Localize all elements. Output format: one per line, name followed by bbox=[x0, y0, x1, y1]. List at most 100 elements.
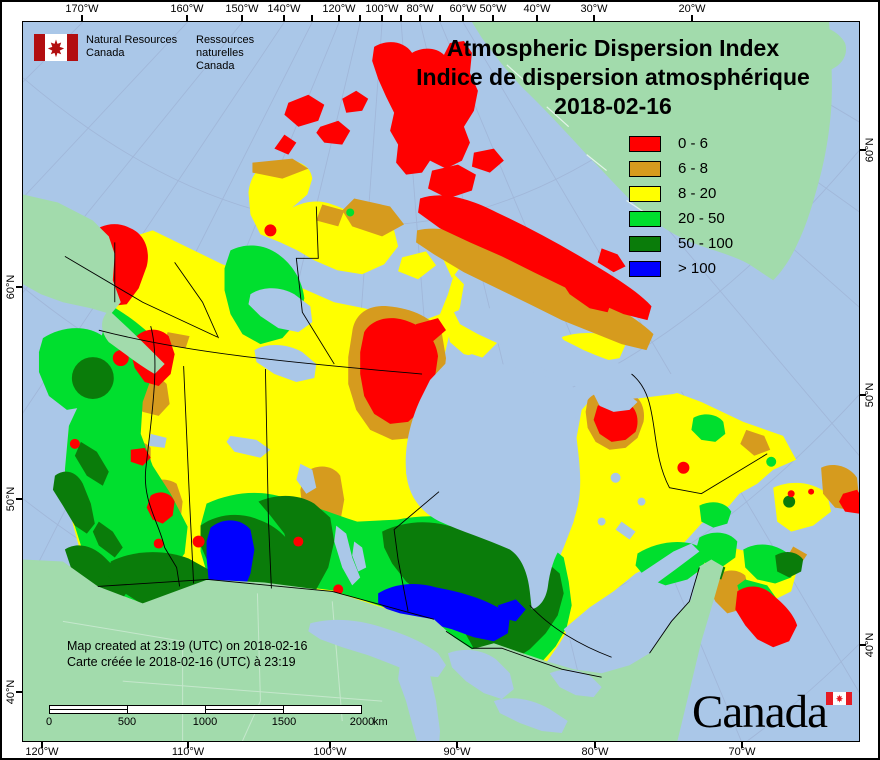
axis-tick-left bbox=[16, 498, 22, 500]
axis-tick-bottom bbox=[187, 742, 189, 748]
axis-label-bottom: 110°W bbox=[171, 746, 205, 758]
legend-item-2: 8 - 20 bbox=[629, 185, 733, 202]
great-bear-lake bbox=[248, 288, 313, 333]
legend-swatch bbox=[629, 185, 661, 202]
axis-tick-bottom bbox=[41, 742, 43, 748]
axis-label-top: 80°W bbox=[406, 3, 434, 15]
axis-tick-top bbox=[593, 15, 595, 21]
canada-adi-map bbox=[23, 22, 859, 741]
axis-label-top: 40°W bbox=[523, 3, 551, 15]
axis-label-top: 50°W bbox=[479, 3, 507, 15]
legend-swatch bbox=[629, 235, 661, 252]
nrcan-name-en: Natural Resources Canada bbox=[86, 34, 178, 59]
legend-item-4: 50 - 100 bbox=[629, 235, 733, 252]
axis-tick-top bbox=[186, 15, 188, 21]
axis-label-bottom: 120°W bbox=[25, 746, 59, 758]
adi-region-red bbox=[69, 40, 859, 648]
legend-swatch bbox=[629, 160, 661, 177]
hudson-strait bbox=[453, 307, 718, 400]
created-note-fr: Carte créée le 2018-02-16 (UTC) à 23:19 bbox=[67, 655, 296, 669]
axis-label-top: 170°W bbox=[65, 3, 99, 15]
axis-label-top: 20°W bbox=[678, 3, 706, 15]
axis-label-bottom: 90°W bbox=[443, 746, 471, 758]
title-fr: Indice de dispersion atmosphérique bbox=[416, 64, 810, 90]
legend-label: > 100 bbox=[678, 260, 716, 277]
maple-leaf-icon bbox=[47, 38, 65, 57]
axis-label-bottom: 80°W bbox=[581, 746, 609, 758]
map-title: Atmospheric Dispersion Index Indice de d… bbox=[390, 34, 836, 121]
greenland-island bbox=[794, 24, 847, 72]
axis-tick-top bbox=[381, 15, 383, 21]
axis-label-top: 100°W bbox=[365, 3, 399, 15]
ungava-bay bbox=[593, 389, 638, 412]
axis-tick-left bbox=[16, 691, 22, 693]
legend-swatch bbox=[629, 135, 661, 152]
lake-michigan bbox=[398, 661, 441, 741]
axis-tick-top bbox=[691, 15, 693, 21]
axis-tick-bottom bbox=[741, 742, 743, 748]
canada-wordmark: Canada bbox=[692, 686, 852, 738]
axis-tick-right bbox=[860, 149, 866, 151]
legend-label: 20 - 50 bbox=[678, 210, 725, 227]
st-lawrence-river bbox=[563, 543, 700, 646]
axis-tick-right bbox=[860, 394, 866, 396]
axis-label-top: 60°W bbox=[449, 3, 477, 15]
axis-label-bottom: 70°W bbox=[728, 746, 756, 758]
scale-bar-unit: km bbox=[373, 716, 388, 728]
axis-tick-left bbox=[16, 286, 22, 288]
axis-tick-bottom bbox=[594, 742, 596, 748]
great-slave-lake bbox=[254, 345, 317, 382]
axis-tick-top bbox=[536, 15, 538, 21]
scale-bar-tick-label: 0 bbox=[45, 716, 53, 728]
map-canvas bbox=[22, 21, 860, 742]
axis-tick-top-minor bbox=[400, 15, 402, 21]
axis-label-top: 30°W bbox=[580, 3, 608, 15]
axis-tick-top-minor bbox=[359, 15, 361, 21]
axis-tick-top bbox=[492, 15, 494, 21]
wordmark-text: Canada bbox=[692, 686, 828, 738]
axis-tick-top bbox=[338, 15, 340, 21]
axis-label-top: 140°W bbox=[267, 3, 301, 15]
axis-label-top: 160°W bbox=[170, 3, 204, 15]
lake-huron bbox=[447, 649, 514, 700]
political-boundaries bbox=[64, 206, 768, 678]
created-note-en: Map created at 23:19 (UTC) on 2018-02-16 bbox=[67, 639, 308, 653]
title-en: Atmospheric Dispersion Index bbox=[446, 35, 780, 61]
adi-legend: 0 - 6 6 - 8 8 - 20 20 - 50 50 - 100 > 100 bbox=[629, 135, 733, 285]
lake-winnipeg bbox=[334, 525, 361, 586]
canada-flag-icon bbox=[34, 34, 78, 61]
axis-label-bottom: 100°W bbox=[313, 746, 347, 758]
axis-tick-top bbox=[81, 15, 83, 21]
scale-bar-tick-label: 1500 bbox=[271, 716, 297, 728]
legend-item-3: 20 - 50 bbox=[629, 210, 733, 227]
legend-label: 50 - 100 bbox=[678, 235, 734, 252]
legend-label: 0 - 6 bbox=[678, 135, 709, 152]
nrcan-logo: Natural Resources Canada Ressources natur… bbox=[34, 34, 296, 73]
lake-ontario bbox=[549, 669, 602, 698]
legend-label: 6 - 8 bbox=[678, 160, 709, 177]
lake-erie bbox=[493, 698, 568, 734]
axis-tick-right bbox=[860, 644, 866, 646]
scale-bar-tick-label: 500 bbox=[117, 716, 137, 728]
axis-tick-top bbox=[283, 15, 285, 21]
hudson-bay bbox=[405, 354, 588, 610]
legend-item-5: > 100 bbox=[629, 260, 733, 277]
scale-bar bbox=[49, 705, 362, 714]
scale-bar-tick-label: 2000 bbox=[349, 716, 375, 728]
legend-swatch bbox=[629, 210, 661, 227]
legend-label: 8 - 20 bbox=[678, 185, 717, 202]
greenland-fjords bbox=[506, 64, 645, 213]
axis-tick-bottom bbox=[456, 742, 458, 748]
axis-tick-top bbox=[462, 15, 464, 21]
axis-tick-top-minor bbox=[439, 15, 441, 21]
axis-tick-top bbox=[241, 15, 243, 21]
axis-label-top: 150°W bbox=[225, 3, 259, 15]
axis-tick-bottom bbox=[329, 742, 331, 748]
wordmark-flag-icon bbox=[826, 692, 852, 705]
interior-waters bbox=[148, 288, 718, 741]
created-note: Map created at 23:19 (UTC) on 2018-02-16… bbox=[67, 638, 307, 670]
axis-label-top: 120°W bbox=[322, 3, 356, 15]
alaska-panhandle bbox=[102, 310, 165, 375]
legend-item-1: 6 - 8 bbox=[629, 160, 733, 177]
